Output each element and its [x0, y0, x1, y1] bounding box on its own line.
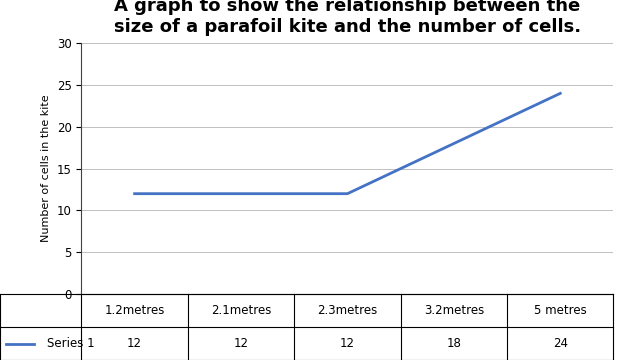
Y-axis label: Number of cells in the kite: Number of cells in the kite — [41, 95, 51, 242]
Text: 12: 12 — [233, 337, 249, 350]
Title: A graph to show the relationship between the
size of a parafoil kite and the num: A graph to show the relationship between… — [114, 0, 581, 36]
Text: 1.2metres: 1.2metres — [105, 304, 165, 317]
Text: 5 metres: 5 metres — [534, 304, 587, 317]
Text: 24: 24 — [553, 337, 568, 350]
Text: 2.3metres: 2.3metres — [317, 304, 377, 317]
Text: 12: 12 — [340, 337, 355, 350]
Text: 2.1metres: 2.1metres — [211, 304, 271, 317]
Text: 12: 12 — [127, 337, 142, 350]
Text: Series 1: Series 1 — [47, 337, 95, 350]
Text: 18: 18 — [446, 337, 461, 350]
Text: 3.2metres: 3.2metres — [424, 304, 484, 317]
